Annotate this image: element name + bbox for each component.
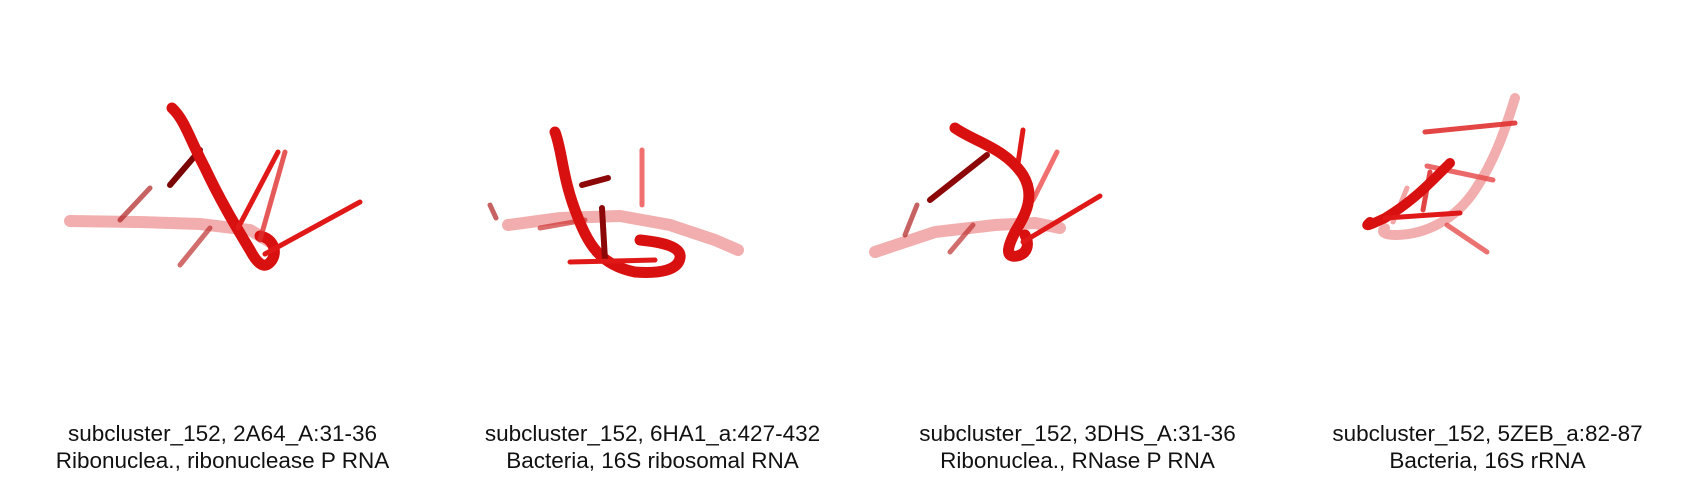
base-stick	[1020, 193, 1103, 245]
panel-title: subcluster_152, 5ZEB_a:82-87	[1332, 421, 1643, 446]
structure-panel-3: subcluster_152, 3DHS_A:31-36 Ribonuclea.…	[865, 0, 1290, 480]
base-stick	[1422, 120, 1518, 135]
panel-subtitle: Bacteria, 16S ribosomal RNA	[506, 448, 799, 473]
panel-caption: subcluster_152, 5ZEB_a:82-87 Bacteria, 1…	[1275, 420, 1700, 474]
backbone	[166, 102, 280, 271]
backbone-faded	[869, 216, 1066, 258]
base-stick	[117, 185, 153, 223]
base-stick	[927, 152, 990, 203]
backbone	[549, 126, 686, 278]
base-stick	[1444, 222, 1490, 255]
panel-subtitle: Ribonuclea., RNase P RNA	[940, 448, 1215, 473]
base-stick	[902, 202, 920, 238]
panel-subtitle: Bacteria, 16S rRNA	[1389, 448, 1586, 473]
structure-panel-4: subcluster_152, 5ZEB_a:82-87 Bacteria, 1…	[1275, 0, 1700, 480]
backbone-faded	[502, 209, 744, 256]
panel-title: subcluster_152, 3DHS_A:31-36	[919, 421, 1236, 446]
panel-caption: subcluster_152, 2A64_A:31-36 Ribonuclea.…	[10, 420, 435, 474]
panel-caption: subcluster_152, 3DHS_A:31-36 Ribonuclea.…	[865, 420, 1290, 474]
backbone	[949, 122, 1035, 262]
base-stick	[487, 202, 499, 221]
structure-panel-1: subcluster_152, 2A64_A:31-36 Ribonuclea.…	[10, 0, 435, 480]
base-stick	[262, 199, 363, 257]
base-stick	[235, 149, 281, 231]
rna-structure-render-4	[1362, 93, 1520, 255]
rna-structure-render-1	[64, 102, 363, 271]
panel-subtitle: Ribonuclea., ribonuclease P RNA	[55, 448, 390, 473]
structure-panel-2: subcluster_152, 6HA1_a:427-432 Bacteria,…	[440, 0, 865, 480]
base-stick	[599, 205, 608, 263]
base-stick	[947, 222, 976, 255]
panel-title: subcluster_152, 6HA1_a:427-432	[484, 421, 821, 446]
panel-caption: subcluster_152, 6HA1_a:427-432 Bacteria,…	[440, 420, 865, 474]
rna-structure-render-3	[869, 122, 1103, 262]
rna-structure-render-2	[487, 126, 744, 278]
panel-title: subcluster_152, 2A64_A:31-36	[68, 421, 377, 446]
base-stick	[257, 149, 288, 243]
base-stick	[177, 225, 213, 268]
base-stick	[567, 257, 658, 265]
base-stick	[579, 175, 611, 188]
base-stick	[1382, 210, 1463, 221]
base-stick	[1030, 149, 1060, 203]
